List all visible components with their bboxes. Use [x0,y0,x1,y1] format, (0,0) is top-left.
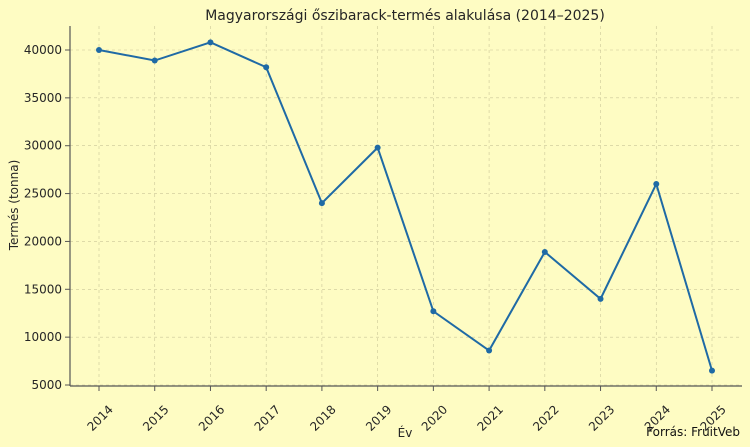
x-tick-label: 2023 [586,402,617,433]
data-point [374,144,381,151]
x-tick-label: 2016 [196,402,227,433]
y-tick-label: 40000 [24,43,62,57]
y-tick-label: 35000 [24,91,62,105]
data-point [430,308,437,315]
x-tick-label: 2022 [530,402,561,433]
x-tick-label: 2018 [307,402,338,433]
y-ticks: 5000 10000 15000 20000 25000 30000 35000 40000 [24,43,70,392]
source-note: Forrás: FruitVeb [646,425,740,439]
y-tick-label: 25000 [24,187,62,201]
y-tick-label: 20000 [24,234,62,248]
data-point [541,248,548,255]
x-tick-label: 2019 [363,402,394,433]
y-tick-label: 15000 [24,282,62,296]
data-point [709,367,715,374]
data-point [151,57,158,64]
x-tick-label: 2015 [140,402,171,433]
y-tick-label: 30000 [24,139,62,153]
y-tick-label: 10000 [24,330,62,344]
x-tick-label: 2017 [252,402,283,433]
axes [69,26,742,387]
series-line [98,41,713,371]
y-tick-label: 5000 [31,378,62,392]
data-point [597,295,604,302]
data-point [96,47,102,53]
data-point [207,39,214,46]
data-point [653,181,660,187]
chart-title: Magyarországi őszibarack-termés alakulás… [205,8,605,24]
x-tick-label: 2020 [419,402,450,433]
data-point [486,347,493,354]
x-tick-label: 2014 [84,402,115,433]
y-axis-label: Termés (tonna) [7,160,21,252]
series [96,39,715,374]
x-axis-label: Év [398,425,413,440]
grid [70,26,742,386]
data-point [318,200,325,207]
x-tick-label: 2021 [475,402,506,433]
data-point [263,64,270,71]
